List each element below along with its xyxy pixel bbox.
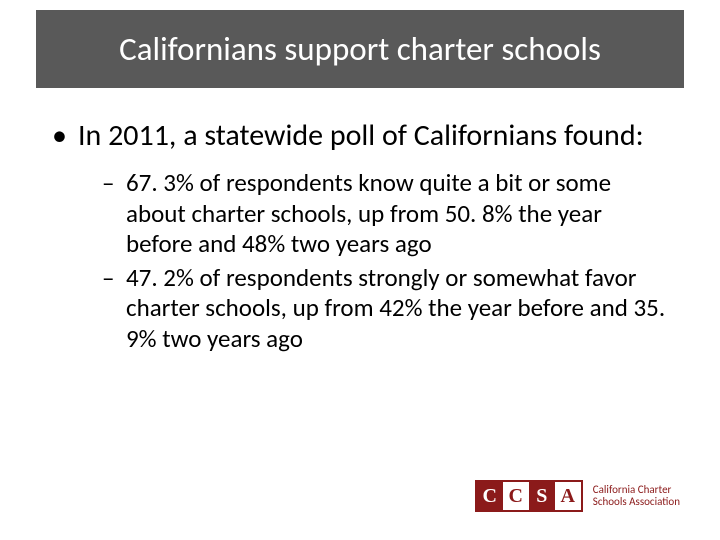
title-bar: Californians support charter schools bbox=[36, 10, 684, 88]
sub-bullet: – 67. 3% of respondents know quite a bit… bbox=[102, 168, 672, 260]
logo-letter: C bbox=[477, 482, 503, 510]
logo-letter: S bbox=[529, 482, 555, 510]
logo-line-2: Schools Association bbox=[593, 496, 680, 508]
sub-bullet-list: – 67. 3% of respondents know quite a bit… bbox=[102, 168, 672, 354]
content-area: • In 2011, a statewide poll of Californi… bbox=[48, 118, 672, 357]
logo-letters-box: C C S A bbox=[475, 480, 583, 512]
bullet-marker: • bbox=[48, 118, 78, 154]
logo-letter: C bbox=[503, 482, 529, 510]
logo-text: California Charter Schools Association bbox=[593, 484, 680, 507]
sub-bullet: – 47. 2% of respondents strongly or some… bbox=[102, 263, 672, 355]
sub-bullet-text: 67. 3% of respondents know quite a bit o… bbox=[126, 168, 672, 260]
main-bullet-text: In 2011, a statewide poll of Californian… bbox=[78, 118, 672, 154]
logo-letter: A bbox=[555, 482, 581, 510]
ccsa-logo: C C S A California Charter Schools Assoc… bbox=[475, 480, 680, 512]
dash-marker: – bbox=[102, 168, 126, 260]
main-bullet: • In 2011, a statewide poll of Californi… bbox=[48, 118, 672, 154]
dash-marker: – bbox=[102, 263, 126, 355]
slide-title: Californians support charter schools bbox=[119, 29, 601, 69]
sub-bullet-text: 47. 2% of respondents strongly or somewh… bbox=[126, 263, 672, 355]
